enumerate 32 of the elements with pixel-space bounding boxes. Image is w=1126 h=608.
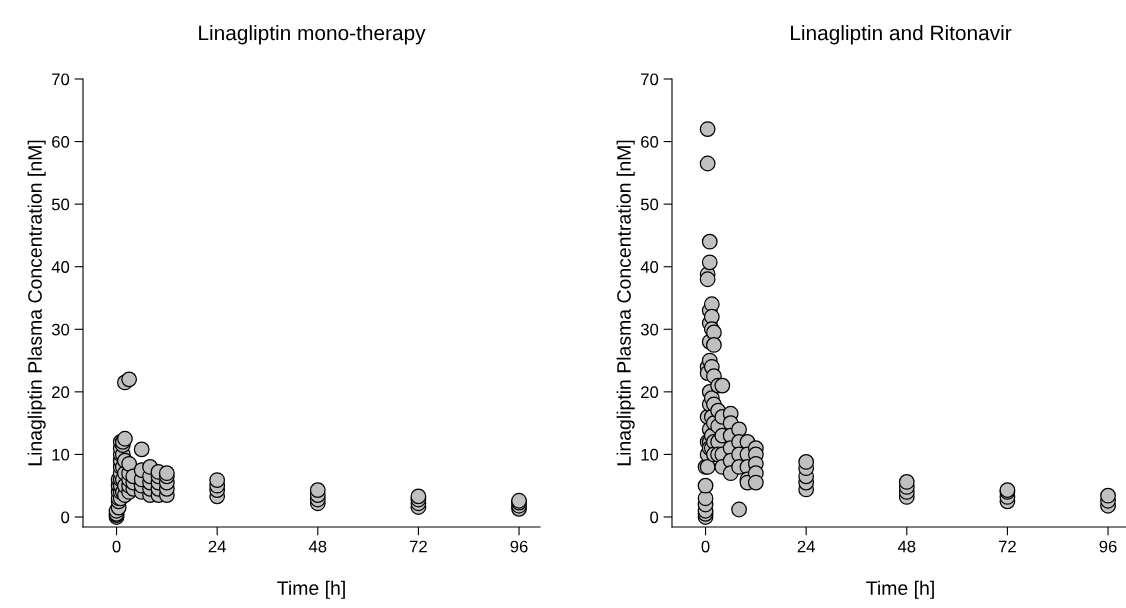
x-tick-label: 48: [308, 540, 327, 553]
x-tick-label: 96: [510, 540, 528, 553]
x-tick-label: 0: [701, 540, 710, 553]
y-tick-label: 40: [51, 261, 70, 273]
y-tick-label: 70: [52, 73, 70, 86]
y-tick-label: 10: [641, 448, 659, 461]
chart-title: Linagliptin mono-therapy: [199, 25, 426, 45]
y-tick-label: 70: [641, 73, 659, 86]
y-tick-label: 10: [52, 448, 70, 461]
x-tick-label: 72: [410, 540, 427, 553]
y-tick-label: 60: [641, 135, 659, 148]
x-axis-title: Time [h]: [866, 580, 934, 599]
y-axis-title: Linagliptin Plasma Concentration [nM]: [27, 140, 46, 466]
y-axis-title: Linagliptin Plasma Concentration [nM]: [616, 140, 635, 466]
y-tick-label: 50: [51, 198, 70, 211]
x-axis-title: Time [h]: [277, 580, 345, 599]
y-tick-label: 20: [641, 386, 659, 399]
x-tick-label: 0: [112, 540, 121, 553]
x-tick-label: 24: [797, 540, 815, 553]
y-tick-label: 0: [61, 511, 70, 524]
y-tick-label: 60: [52, 135, 70, 148]
chart-title: Linagliptin and Ritonavir: [791, 25, 1012, 45]
y-tick-label: 40: [640, 261, 659, 273]
y-tick-label: 0: [650, 511, 659, 524]
y-tick-label: 50: [640, 198, 659, 211]
y-tick-label: 30: [640, 323, 659, 336]
x-tick-label: 24: [208, 540, 226, 553]
x-tick-label: 48: [897, 540, 916, 553]
y-tick-label: 20: [52, 386, 70, 399]
x-tick-label: 72: [999, 540, 1016, 553]
x-tick-label: 96: [1099, 540, 1117, 553]
y-tick-label: 30: [51, 323, 70, 336]
